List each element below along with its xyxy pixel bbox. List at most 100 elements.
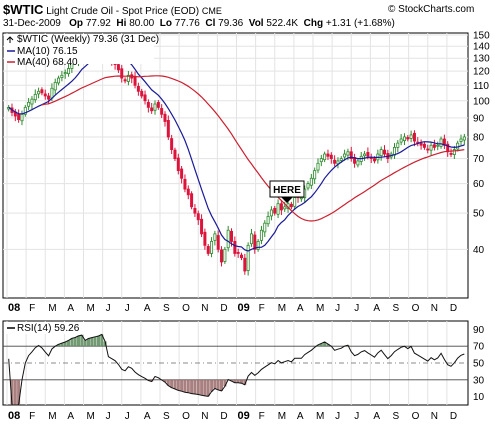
candle-body [283, 206, 287, 210]
ma40-line [41, 75, 465, 222]
ma40-legend-label: MA(40) 68.40 [17, 57, 78, 68]
candle-body [40, 89, 44, 94]
price-x-tick-label: O [182, 303, 190, 314]
rsi-x-tick-label: D [450, 411, 457, 422]
candle-body [326, 153, 330, 157]
candle-body [396, 142, 400, 148]
candle-body [459, 138, 463, 142]
candle-body [30, 98, 34, 105]
candle-body [333, 159, 337, 164]
rsi-x-tick-label: M [278, 411, 286, 422]
candle-body [253, 234, 257, 250]
candle-body [269, 209, 273, 217]
candle-body [200, 218, 204, 235]
price-y-tick-label: 120 [473, 67, 490, 78]
candle-body [349, 151, 353, 159]
price-y-tick-label: 80 [473, 132, 485, 143]
candle-body [316, 162, 320, 171]
legend-bg [4, 34, 154, 64]
rsi-x-tick-label: J [354, 411, 359, 422]
candle-body [412, 132, 416, 142]
price-x-tick-label: F [29, 303, 35, 314]
candle-body [366, 152, 370, 157]
ma10-legend-label: MA(10) 76.15 [17, 46, 78, 57]
candle-body [379, 149, 383, 157]
candle-body [383, 149, 387, 155]
candle-body [346, 151, 350, 156]
price-x-tick-label: S [393, 303, 400, 314]
ma10-line [8, 49, 465, 252]
price-x-tick-label: J [335, 303, 340, 314]
candle-body [20, 113, 24, 122]
candle-body [449, 153, 453, 155]
price-x-tick-label: F [259, 303, 265, 314]
candle-body [183, 178, 187, 190]
price-legend-label: $WTIC (Weekly) 79.36 (31 Dec) [17, 34, 159, 45]
rsi-x-tick-label: S [393, 411, 400, 422]
candle-body [153, 103, 157, 111]
candle-body [213, 233, 217, 241]
candle-body [60, 74, 64, 78]
candle-body [53, 81, 57, 91]
candle-body [120, 68, 124, 79]
price-x-tick-label: D [220, 303, 227, 314]
price-y-tick-label: 100 [473, 96, 490, 107]
candle-body [223, 248, 227, 262]
candle-body [173, 149, 177, 159]
hi-value: 80.00 [129, 18, 155, 29]
candle-body [123, 79, 127, 82]
candle-body [456, 142, 460, 150]
price-y-tick-label: 140 [473, 42, 490, 53]
candle-body [196, 213, 200, 221]
rsi-x-tick-label: N [201, 411, 208, 422]
rsi-x-tick-label: S [163, 411, 170, 422]
price-x-tick-label: A [67, 303, 74, 314]
rsi-x-tick-label: A [144, 411, 151, 422]
watermark: © StockCharts.com [388, 4, 475, 15]
candle-body [273, 207, 277, 214]
price-x-tick-label: 08 [8, 302, 20, 314]
price-x-tick-label: A [297, 303, 304, 314]
candle-body [17, 114, 21, 121]
rsi-legend-bg [4, 322, 99, 334]
rsi-legend-label: RSI(14) 59.26 [17, 323, 80, 334]
rsi-y-tick-label: 90 [473, 325, 485, 336]
candle-body [313, 170, 317, 180]
rsi-x-tick-label: D [220, 411, 227, 422]
candle-body [422, 143, 426, 148]
candle-body [190, 193, 194, 208]
hi-label: Hi [116, 18, 127, 29]
cl-label: Cl [205, 18, 216, 29]
candle-body [33, 93, 37, 101]
candle-body [462, 136, 466, 141]
candle-body [263, 222, 267, 233]
candle-body [356, 160, 360, 166]
header-line-2: 31-Dec-2009 Op 77.92 Hi 80.00 Lo 77.76 C… [3, 18, 395, 29]
candle-body [233, 241, 237, 254]
rsi-x-tick-label: M [48, 411, 56, 422]
candle-body [419, 142, 423, 146]
candle-body [426, 148, 430, 151]
candle-body [133, 76, 137, 86]
description: Light Crude Oil - Spot Price (EOD) [46, 6, 200, 17]
rsi-x-tick-label: 08 [8, 410, 20, 422]
price-x-tick-label: A [144, 303, 151, 314]
vol-value: 522.4K [266, 18, 299, 29]
candle-body [239, 254, 243, 259]
candle-body [226, 229, 230, 249]
price-panel-frame [2, 32, 469, 299]
cl-value: 79.36 [218, 18, 244, 29]
candle-body [339, 158, 343, 161]
rsi-x-tick-label: F [259, 411, 265, 422]
candle-body [143, 94, 147, 102]
candle-body [27, 101, 31, 107]
price-legend-icon [6, 36, 14, 43]
symbol: $WTIC [3, 2, 44, 17]
vol-label: Vol [248, 18, 264, 29]
lo-value: 77.76 [174, 18, 200, 29]
price-x-tick-label: D [450, 303, 457, 314]
candle-body [319, 158, 323, 163]
candle-body [243, 257, 247, 272]
chg-label: Chg [303, 18, 324, 29]
